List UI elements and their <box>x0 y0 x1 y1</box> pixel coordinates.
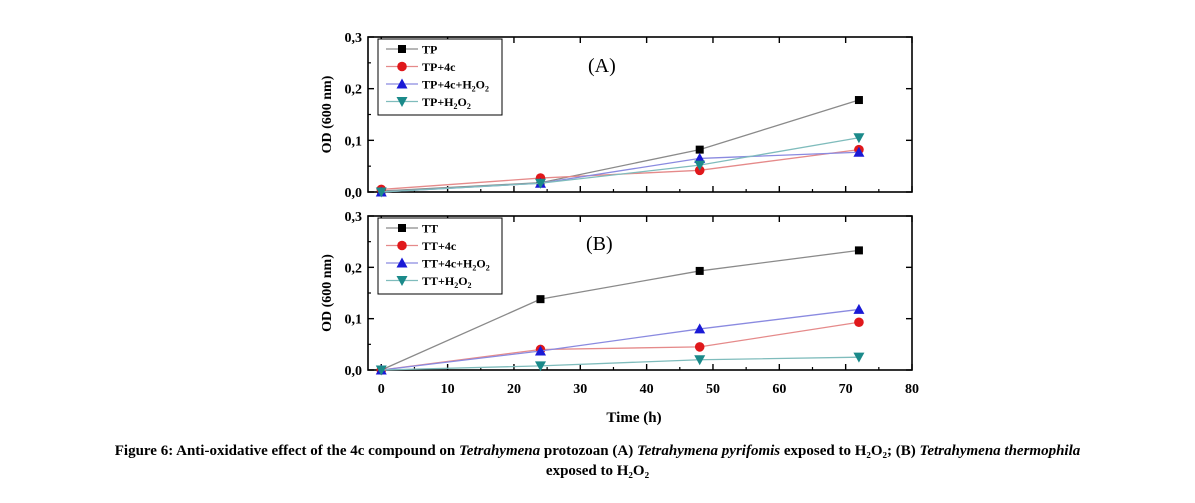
data-point-a-3 <box>853 133 865 144</box>
y-tick-label-b: 0,2 <box>345 261 363 276</box>
series-line-b-1 <box>381 321 860 371</box>
legend-label-b-1: TT+4c <box>422 239 457 253</box>
legend-marker-a-3 <box>396 97 408 107</box>
x-tick-label: 40 <box>640 382 654 397</box>
data-point-b-0 <box>536 295 545 304</box>
series-line-b-0 <box>381 249 860 371</box>
data-point-b-1 <box>694 342 705 352</box>
legend-subscript: 2 <box>454 102 458 111</box>
legend-label-b-3: TT+H2O2 <box>422 274 472 290</box>
legend-subscript: 2 <box>486 264 490 273</box>
legend-subscript: 2 <box>467 102 471 111</box>
y-axis-label-b: OD (600 nm) <box>320 254 335 332</box>
caption-text-3: exposed to H₂O₂; (B) <box>780 443 920 459</box>
legend-subscript: 2 <box>485 85 489 94</box>
series-line-b-3 <box>381 356 859 371</box>
legend-subscript: 2 <box>472 264 476 273</box>
figure-caption: Figure 6: Anti-oxidative effect of the 4… <box>0 441 1195 481</box>
y-tick-label-b: 0,1 <box>345 313 363 328</box>
x-tick-label: 0 <box>378 382 385 397</box>
caption-text-1: Figure 6: Anti-oxidative effect of the 4… <box>114 443 460 459</box>
legend-text-tail: O <box>458 95 467 109</box>
legend-text-tail: O <box>476 78 485 92</box>
data-point-b-2 <box>534 345 546 356</box>
legend-label-a-0: TP <box>422 43 437 57</box>
data-point-b-0 <box>695 266 704 275</box>
legend-subscript: 2 <box>454 281 458 290</box>
data-point-a-2 <box>853 146 865 157</box>
legend-marker-b-3 <box>396 276 408 286</box>
legend-marker-a-0 <box>398 45 406 53</box>
series-line-b-2 <box>381 308 860 371</box>
legend-marker-b-2 <box>396 257 408 268</box>
legend-subscript: 2 <box>468 281 472 290</box>
y-tick-label-b: 0,0 <box>345 364 363 379</box>
y-tick-label-a: 0,2 <box>345 83 363 98</box>
caption-text-4: exposed to H₂O₂ <box>545 463 650 479</box>
legend-text-tail: O <box>458 274 467 288</box>
caption-italic-2: Tetrahymena pyrifomis <box>636 443 781 459</box>
legend-label-a-2: TP+4c+H2O2 <box>422 78 489 94</box>
data-point-b-3 <box>694 355 706 366</box>
x-tick-label: 70 <box>839 382 853 397</box>
legend-label-b-0: TT <box>422 222 438 236</box>
data-point-b-1 <box>854 317 864 328</box>
y-tick-label-a: 0,1 <box>345 134 363 149</box>
series-line-a-0 <box>381 99 860 192</box>
series-line-a-2 <box>381 151 859 193</box>
x-tick-label: 30 <box>573 382 587 397</box>
legend-marker-a-1 <box>397 61 407 72</box>
data-point-a-3 <box>375 187 387 198</box>
x-tick-label: 10 <box>441 382 455 397</box>
data-point-a-3 <box>694 160 706 171</box>
x-tick-label: 80 <box>905 382 919 397</box>
data-point-b-3 <box>853 352 865 363</box>
data-point-a-2 <box>694 152 706 163</box>
chart-figure: 0,0 0,1 0,2 0,3 OD (600 nm) (A) TP TP+4c TP+4c+H… <box>320 31 919 426</box>
x-tick-label: 50 <box>706 382 720 397</box>
legend-text-tail: O <box>476 257 485 271</box>
legend-label-a-3: TP+H2O2 <box>422 95 471 111</box>
y-tick-label-a: 0,0 <box>345 186 363 201</box>
x-axis-label: Time (h) <box>606 410 661 426</box>
y-tick-label-a: 0,3 <box>345 31 363 46</box>
panel-label-b: (B) <box>586 233 613 255</box>
x-tick-label: 20 <box>507 382 521 397</box>
data-point-b-0 <box>854 246 863 255</box>
caption-italic-1: Tetrahymena <box>459 443 541 459</box>
data-point-b-2 <box>853 303 865 314</box>
legend-subscript: 2 <box>472 85 476 94</box>
legend-label-b-2: TT+4c+H2O2 <box>422 257 490 273</box>
data-point-a-0 <box>854 96 863 105</box>
caption-italic-3: Tetrahymena thermophila <box>919 443 1081 459</box>
y-tick-label-b: 0,3 <box>345 210 363 225</box>
y-axis-label-a: OD (600 nm) <box>320 75 335 153</box>
data-point-b-2 <box>694 323 706 334</box>
data-point-b-3 <box>534 361 546 372</box>
legend-marker-a-2 <box>396 78 408 89</box>
legend-marker-b-1 <box>397 240 407 251</box>
legend-marker-b-0 <box>398 224 406 232</box>
data-point-a-0 <box>695 145 704 154</box>
x-tick-label: 60 <box>772 382 786 397</box>
caption-text-2: protozoan (A) <box>540 443 637 459</box>
data-point-b-3 <box>375 365 387 376</box>
series-line-a-3 <box>381 137 860 193</box>
data-point-a-3 <box>534 178 546 189</box>
legend-label-a-1: TP+4c <box>422 60 456 74</box>
panel-label-a: (A) <box>588 55 616 77</box>
